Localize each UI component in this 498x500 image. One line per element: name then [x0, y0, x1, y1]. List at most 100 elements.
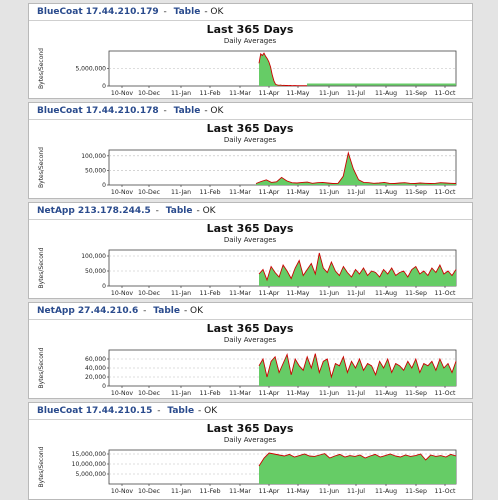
header-separator: -: [160, 106, 170, 116]
chart-subtitle: Daily Averages: [224, 336, 277, 344]
y-tick-label: 10,000,000: [72, 461, 107, 468]
x-tick-label: 11-May: [287, 290, 310, 297]
x-tick-label: 11-Jul: [347, 390, 365, 397]
x-tick-label: 11-May: [287, 90, 310, 97]
x-tick-label: 11-Mar: [229, 488, 251, 495]
status-text: - OK: [198, 406, 218, 416]
y-axis-label: Bytes/Second: [38, 147, 45, 188]
table-link[interactable]: Table: [153, 306, 180, 316]
x-tick-label: 11-Oct: [435, 290, 457, 297]
device-link[interactable]: BlueCoat 17.44.210.15: [37, 406, 153, 416]
x-tick-label: 11-Aug: [375, 390, 397, 397]
x-tick-label: 10-Dec: [138, 290, 161, 297]
y-tick-label: 0: [102, 182, 106, 189]
device-link[interactable]: BlueCoat 17.44.210.179: [37, 7, 159, 17]
x-tick-label: 10-Nov: [111, 290, 134, 297]
chart-subtitle: Daily Averages: [224, 436, 277, 444]
device-panel: BlueCoat 17.44.210.178 - Table - OK Last 3…: [28, 102, 473, 199]
header-separator: -: [160, 7, 170, 17]
device-link[interactable]: BlueCoat 17.44.210.178: [37, 106, 159, 116]
device-link[interactable]: NetApp 27.44.210.6: [37, 306, 139, 316]
x-tick-label: 11-Mar: [229, 90, 251, 97]
x-tick-label: 11-Jan: [171, 290, 191, 297]
table-link[interactable]: Table: [165, 206, 193, 216]
y-tick-label: 50,000: [85, 167, 106, 174]
series-line: [258, 353, 457, 379]
y-tick-label: 40,000: [85, 365, 106, 372]
x-tick-label: 11-Feb: [199, 290, 220, 297]
x-tick-label: 11-Feb: [199, 90, 220, 97]
x-tick-label: 11-Jul: [347, 90, 365, 97]
x-tick-label: 11-Jun: [319, 488, 339, 495]
table-link[interactable]: Table: [173, 7, 201, 17]
x-tick-label: 11-Jun: [319, 290, 339, 297]
series-line: [258, 452, 457, 467]
device-panel: NetApp 27.44.210.6 - Table - OK Last 365 D…: [28, 302, 473, 399]
x-tick-label: 11-May: [287, 390, 310, 397]
x-tick-label: 10-Nov: [111, 488, 134, 495]
x-tick-label: 11-Jan: [171, 488, 191, 495]
y-tick-label: 0: [102, 283, 106, 290]
y-axis-label: Bytes/Second: [38, 48, 45, 89]
x-tick-label: 11-Oct: [435, 189, 457, 196]
x-tick-label: 11-May: [287, 488, 310, 495]
y-tick-label: 5,000,000: [75, 471, 106, 478]
series-line: [255, 151, 457, 184]
series-line: [258, 52, 307, 87]
x-tick-label: 11-Mar: [229, 390, 251, 397]
series-area: [256, 152, 456, 185]
series-area: [259, 353, 456, 386]
x-tick-label: 11-Jul: [347, 189, 365, 196]
x-tick-label: 11-Oct: [435, 390, 457, 397]
x-tick-label: 10-Dec: [138, 189, 161, 196]
series-area: [259, 53, 307, 86]
x-tick-label: 10-Nov: [111, 189, 134, 196]
y-tick-label: 0: [102, 383, 106, 390]
y-tick-label: 60,000: [85, 356, 106, 363]
x-tick-label: 11-Aug: [375, 290, 397, 297]
x-tick-label: 11-Jan: [171, 390, 191, 397]
y-axis-label: Bytes/Second: [38, 247, 45, 288]
x-tick-label: 11-Jul: [347, 290, 365, 297]
series-area: [259, 253, 456, 286]
y-axis-label: Bytes/Second: [38, 347, 45, 388]
x-tick-label: 11-Sep: [405, 488, 427, 495]
panel-header: BlueCoat 17.44.210.178 - Table - OK: [29, 103, 472, 120]
device-link[interactable]: NetApp 213.178.244.5: [37, 206, 151, 216]
x-tick-label: 10-Nov: [111, 90, 134, 97]
panel-header: NetApp 213.178.244.5 - Table - OK: [29, 203, 472, 220]
x-tick-label: 11-Mar: [229, 189, 251, 196]
x-tick-label: 11-Jan: [171, 90, 191, 97]
y-tick-label: 50,000: [85, 268, 106, 275]
x-tick-label: 11-Jun: [319, 189, 339, 196]
chart-title: Last 365 Days: [207, 122, 294, 135]
y-tick-label: 100,000: [81, 153, 106, 160]
x-tick-label: 11-Apr: [259, 189, 280, 196]
x-tick-label: 10-Dec: [138, 488, 161, 495]
series-line: [258, 252, 457, 282]
y-axis-label: Bytes/Second: [38, 446, 45, 487]
y-tick-label: 5,000,000: [75, 66, 106, 73]
x-tick-label: 11-Jun: [319, 90, 339, 97]
x-tick-label: 11-Apr: [259, 390, 280, 397]
x-tick-label: 11-Feb: [199, 189, 220, 196]
x-tick-label: 10-Dec: [138, 390, 161, 397]
panel-header: BlueCoat 17.44.210.179 - Table - OK: [29, 4, 472, 21]
y-tick-label: 0: [102, 83, 106, 90]
x-tick-label: 11-Sep: [405, 390, 427, 397]
table-link[interactable]: Table: [167, 406, 195, 416]
x-tick-label: 11-Feb: [199, 390, 220, 397]
x-tick-label: 11-Oct: [435, 90, 457, 97]
x-tick-label: 11-Mar: [229, 290, 251, 297]
chart-title: Last 365 Days: [207, 222, 294, 235]
x-tick-label: 11-Apr: [259, 90, 280, 97]
table-link[interactable]: Table: [173, 106, 201, 116]
x-tick-label: 11-May: [287, 189, 310, 196]
chart-subtitle: Daily Averages: [224, 236, 277, 244]
x-tick-label: 11-Apr: [259, 290, 280, 297]
status-text: - OK: [204, 7, 224, 17]
chart-title: Last 365 Days: [207, 23, 294, 36]
